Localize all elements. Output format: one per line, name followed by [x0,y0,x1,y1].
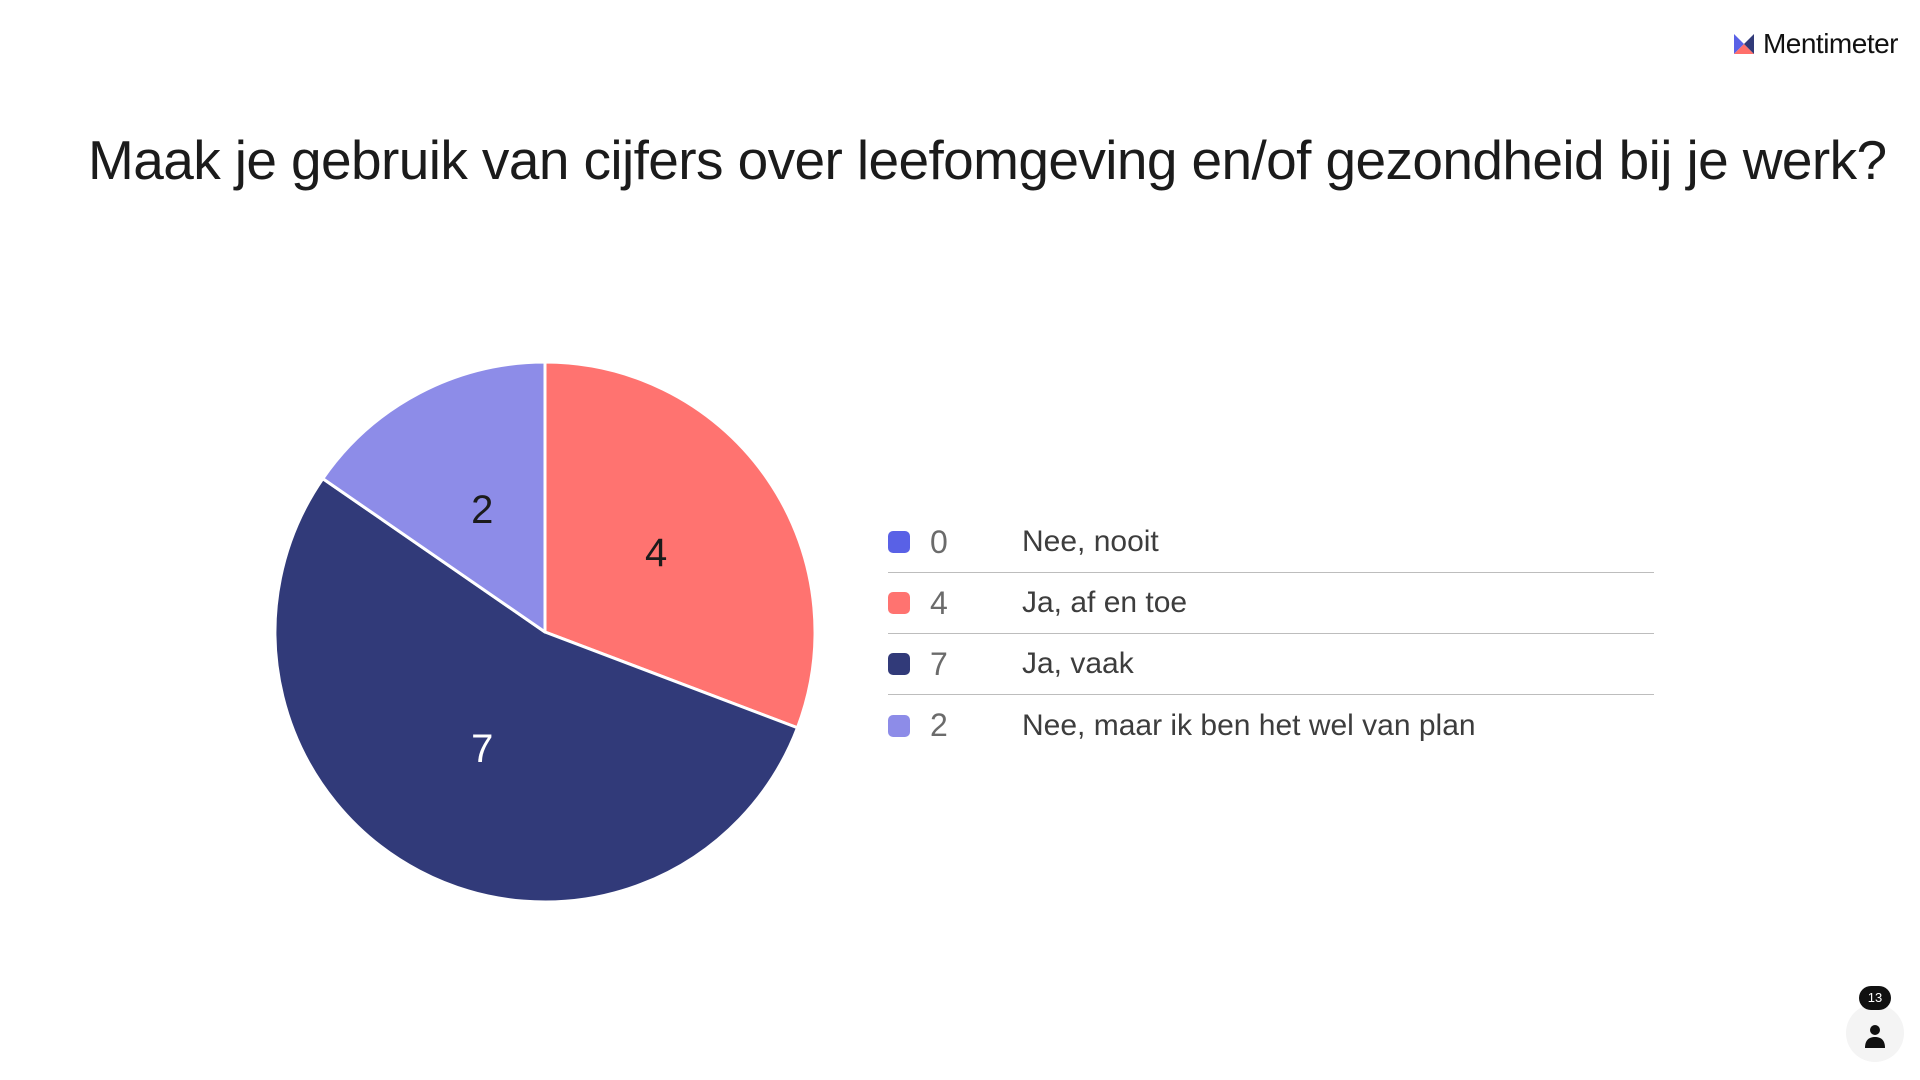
pie-slice [321,360,547,634]
legend-item: 4 Ja, af en toe [888,573,1654,634]
legend-item: 7 Ja, vaak [888,634,1654,695]
legend-value: 2 [930,707,948,743]
pie-chart: 4 7 2 [273,360,817,904]
legend-swatch [888,592,910,614]
legend-item: 0 Nee, nooit [888,512,1654,573]
pie-slice-label: 7 [471,727,493,771]
pie-slice-label: 2 [471,488,493,532]
legend-swatch [888,531,910,553]
legend-swatch [888,714,910,737]
pie-slice [273,477,799,904]
chart-legend: 0 Nee, nooit 4 Ja, af en toe 7 Ja, vaak 2 Nee, … [888,512,1654,756]
pie-slice-label: 4 [645,531,667,575]
legend-label: Nee, nooit [1022,525,1159,558]
question-title: Maak je gebruik van cijfers over leefomg… [88,129,1887,191]
legend-label: Nee, maar ik ben het wel van plan [1022,708,1476,742]
mentimeter-logo-text: Mentimeter [1762,28,1899,59]
legend-item: 2 Nee, maar ik ben het wel van plan [888,695,1654,756]
person-icon [1865,1025,1885,1048]
pie-slice [543,360,817,730]
legend-label: Ja, vaak [1022,647,1134,680]
legend-label: Ja, af en toe [1022,586,1188,619]
mentimeter-logo-icon [1733,34,1754,54]
participants-count: 13 [1859,986,1891,1010]
legend-swatch [888,653,910,675]
legend-value: 0 [930,523,948,560]
legend-value: 4 [930,584,948,621]
legend-value: 7 [930,645,948,682]
participants-indicator[interactable]: 13 [1846,986,1904,1062]
mentimeter-logo: Mentimeter [1733,28,1899,60]
